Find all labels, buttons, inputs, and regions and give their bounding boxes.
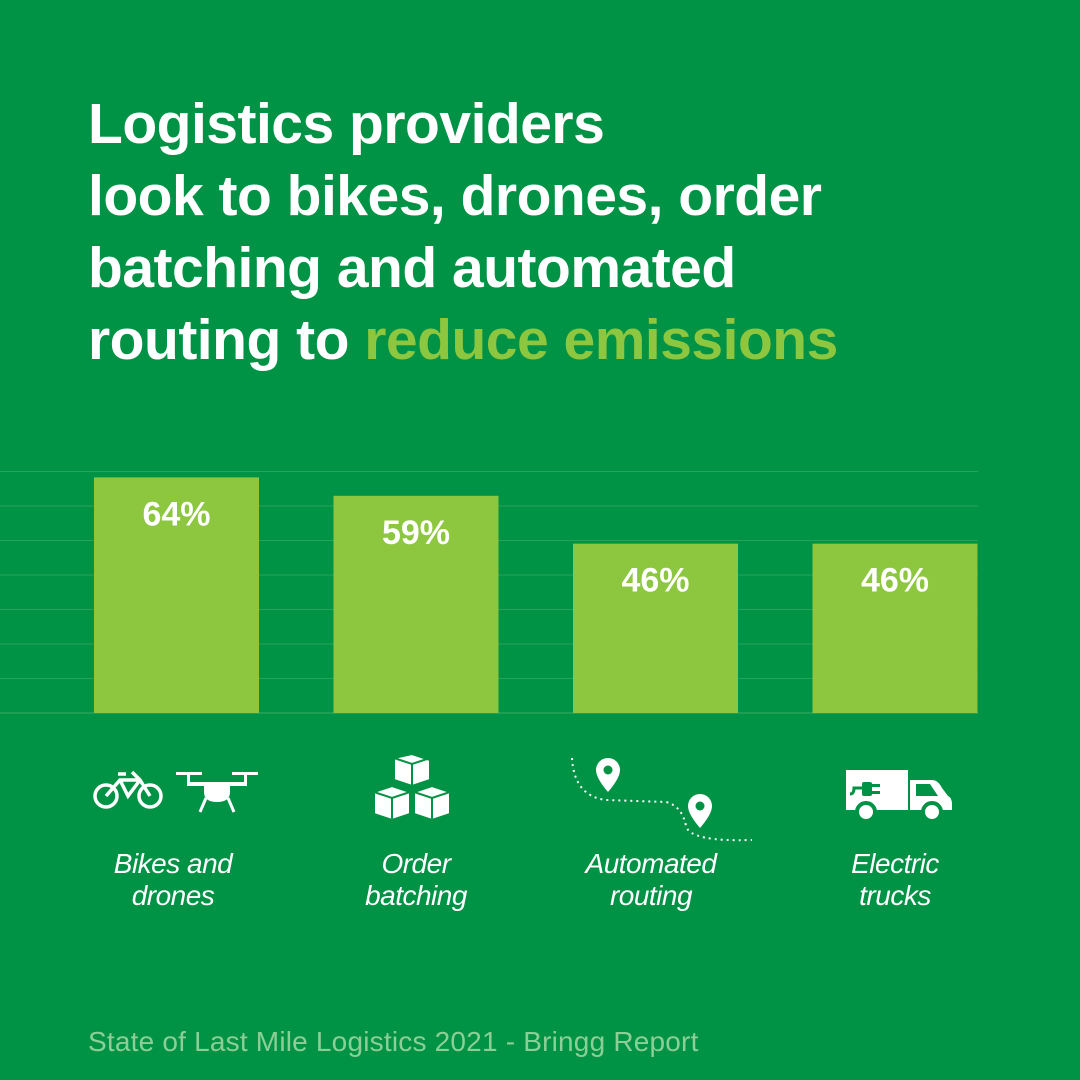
title-highlight: reduce emissions: [364, 308, 838, 372]
bar-order-batching: [333, 495, 499, 713]
category-label-line: drones: [131, 880, 215, 911]
route-pins-icon: [571, 757, 753, 842]
boxes-icon: [373, 754, 451, 822]
title-line-1: Logistics providers: [88, 92, 605, 156]
title-line-4-prefix: routing to: [88, 308, 365, 372]
bar-automated-routing: [573, 543, 738, 713]
bicycle-icon: [93, 770, 163, 809]
category-label-line: Electric: [851, 848, 939, 879]
category-label-line: trucks: [859, 880, 931, 911]
category-label-automated-routing: Automated routing: [551, 848, 751, 912]
category-label-line: routing: [609, 880, 693, 911]
category-label-line: Bikes and: [113, 848, 233, 879]
electric-truck-icon: [846, 770, 952, 823]
bar-bikes-and-drones: [94, 477, 259, 713]
category-label-order-batching: Order batching: [316, 848, 516, 912]
page-title: Logistics providers look to bikes, drone…: [88, 88, 1048, 376]
bar-value-label: 46%: [621, 562, 689, 600]
bar-value-label: 64%: [142, 495, 210, 533]
category-label-line: Automated: [585, 848, 717, 879]
bar-value-label: 59%: [382, 514, 450, 552]
title-line-3: batching and automated: [88, 236, 736, 300]
bar-value-label: 46%: [861, 562, 929, 600]
title-line-4: routing to reduce emissions: [88, 304, 1048, 376]
chart-value-labels: 64% 59% 46% 46%: [142, 495, 929, 599]
drone-icon: [176, 772, 258, 813]
bar-electric-trucks: [812, 543, 978, 713]
title-line-2: look to bikes, drones, order: [88, 164, 822, 228]
source-citation: State of Last Mile Logistics 2021 - Brin…: [88, 1026, 699, 1057]
category-label-bikes-and-drones: Bikes and drones: [73, 848, 273, 912]
category-label-electric-trucks: Electric trucks: [795, 848, 995, 912]
category-label-line: batching: [365, 880, 467, 911]
bar-chart: 64% 59% 46% 46%: [0, 471, 978, 714]
category-label-line: Order: [381, 848, 451, 879]
chart-bars: [94, 477, 978, 713]
